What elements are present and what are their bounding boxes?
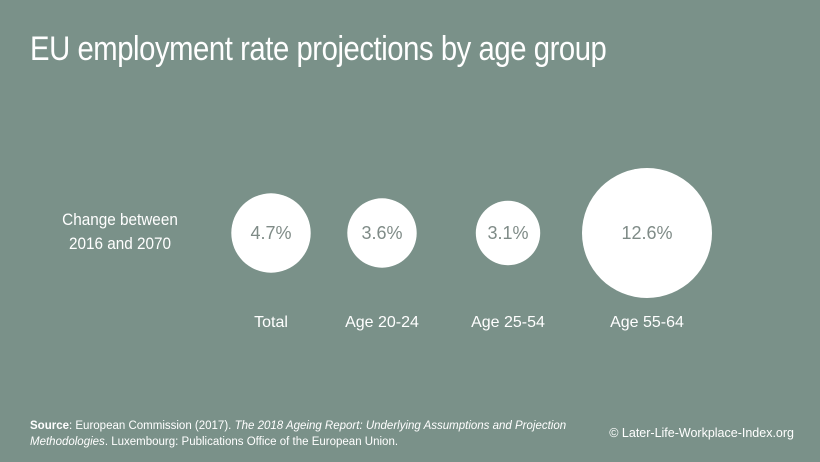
copyright: © Later-Life-Workplace-Index.org [609, 426, 794, 440]
row-label: Change between 2016 and 2070 [48, 208, 192, 256]
category-label-2: Age 20-24 [345, 314, 419, 331]
row-label-line-2: 2016 and 2070 [68, 234, 172, 253]
row-label-line-1: Change between [62, 210, 178, 229]
source-text-1: European Commission (2017). [75, 420, 235, 432]
source-text-2: . Luxembourg: Publications Office of the… [104, 436, 399, 448]
bubble-value-label-4: 12.6% [621, 223, 672, 243]
bubble-1 [231, 193, 311, 273]
source-note: Source: European Commission (2017). The … [30, 418, 590, 450]
category-label-1: Total [254, 314, 288, 331]
chart-title: EU employment rate projections by age gr… [30, 30, 607, 68]
category-label-4: Age 55-64 [610, 314, 684, 331]
bubble-value-label-2: 3.6% [361, 223, 402, 243]
bubble-2 [347, 198, 417, 268]
source-title: The 2018 Ageing Report: Underlying Assum… [30, 420, 567, 448]
source-label: Source [30, 420, 69, 432]
bubble-value-label-1: 4.7% [250, 223, 291, 243]
category-label-3: Age 25-54 [471, 314, 545, 331]
bubble-4 [582, 168, 712, 298]
bubble-3 [475, 200, 541, 266]
source-separator: : [69, 420, 76, 432]
bubble-value-label-3: 3.1% [487, 223, 528, 243]
